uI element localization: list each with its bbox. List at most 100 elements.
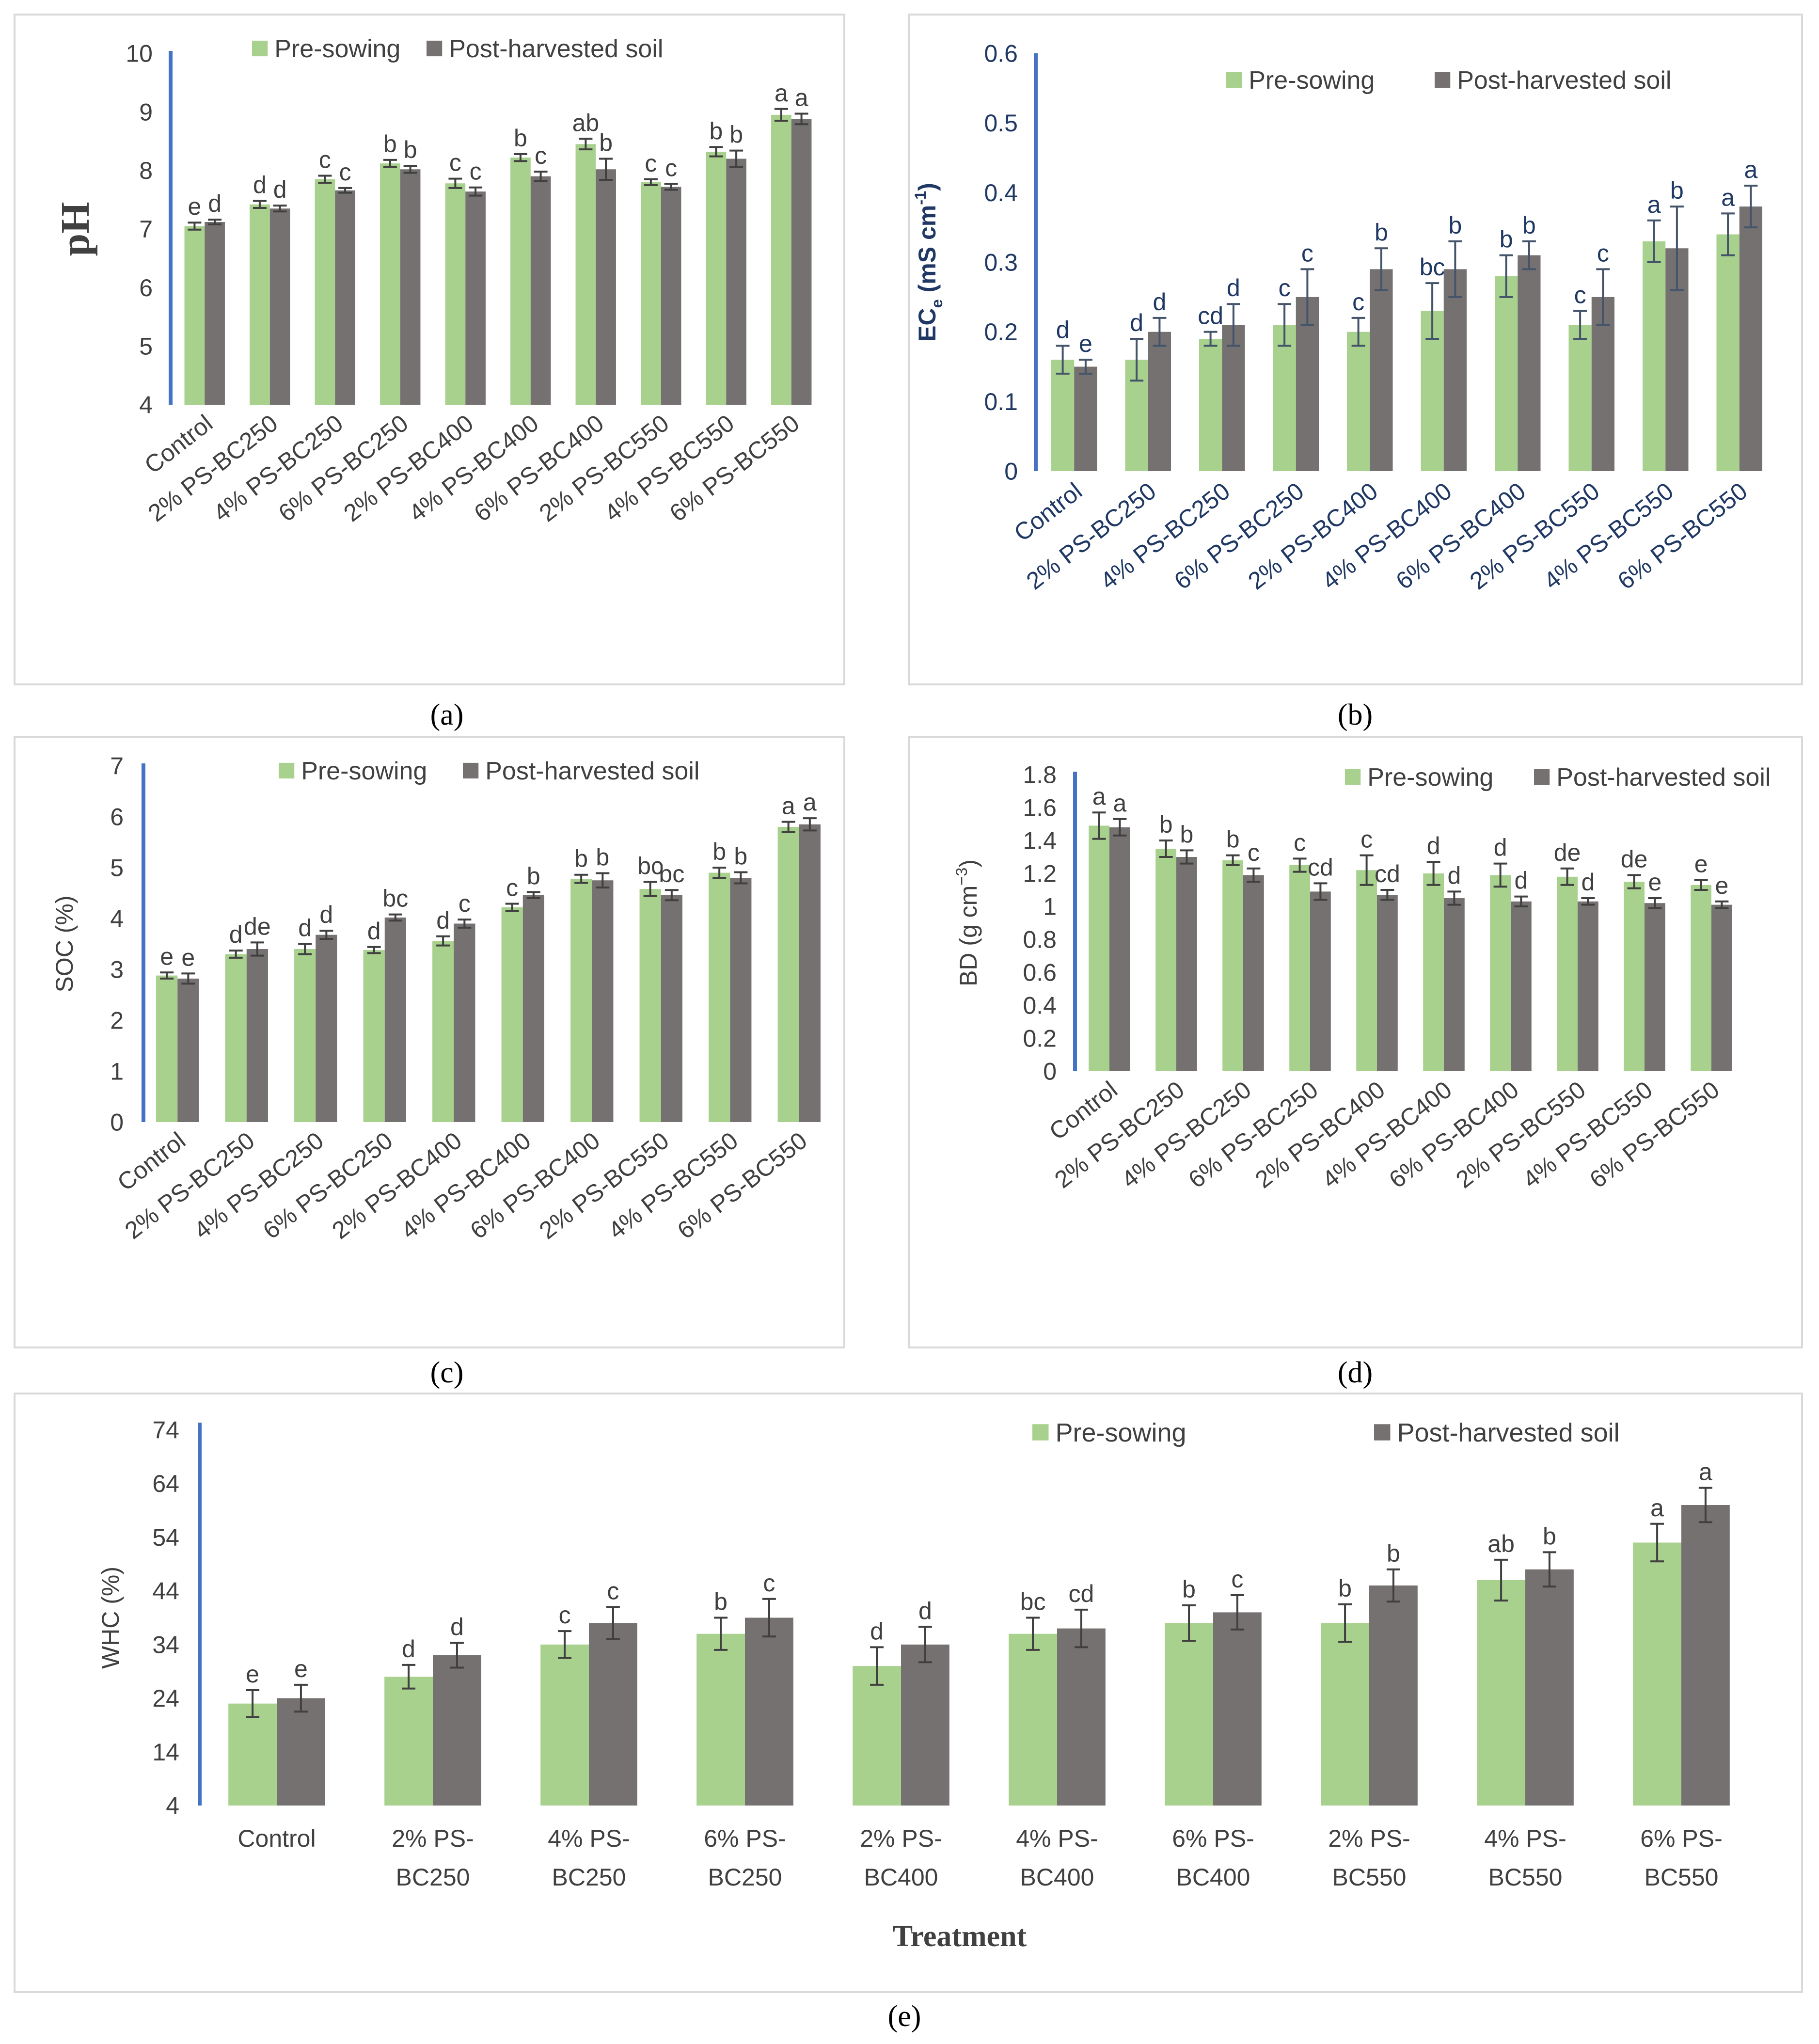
bar-pre-sowing [1165, 1623, 1213, 1806]
significance-letter: b [1375, 219, 1388, 246]
bar-pre-sowing [1691, 885, 1711, 1071]
y-tick-label: 0 [110, 1109, 124, 1136]
significance-letter: d [918, 1597, 932, 1624]
significance-letter: c [470, 158, 482, 185]
legend-label: Pre-sowing [1367, 763, 1493, 792]
y-tick-label: 0.6 [1023, 959, 1057, 986]
bar-pre-sowing [228, 1703, 277, 1806]
significance-letter: c [559, 1601, 571, 1629]
panel-caption: (e) [888, 2000, 921, 2033]
y-tick-label: 0.8 [1023, 926, 1057, 953]
bar-post-harvested [433, 1655, 481, 1806]
bar-pre-sowing [294, 949, 316, 1122]
bar-post-harvested [745, 1617, 793, 1806]
x-tick-label: Control [237, 1825, 316, 1852]
significance-letter: b [709, 117, 723, 144]
y-tick-label: 7 [110, 753, 124, 780]
bar-post-harvested [454, 923, 475, 1122]
significance-letter: d [1427, 832, 1440, 859]
bar-post-harvested [596, 169, 616, 405]
bar-post-harvested [1377, 895, 1398, 1071]
panel-caption: (c) [430, 1356, 464, 1389]
significance-letter: a [1092, 783, 1106, 810]
bar-post-harvested [1369, 1585, 1418, 1806]
bar-pre-sowing [575, 144, 596, 405]
bar-post-harvested [277, 1698, 325, 1806]
significance-letter: b [712, 838, 726, 865]
x-tick-label: 2% PS- [392, 1825, 474, 1852]
bar-pre-sowing [1423, 873, 1444, 1071]
y-tick-label: 1.4 [1023, 827, 1057, 855]
x-tick-label: 2% PS- [860, 1825, 942, 1852]
significance-letter: d [1514, 867, 1528, 894]
significance-letter: bc [382, 885, 408, 912]
legend-label: Post-harvested soil [449, 35, 663, 63]
significance-letter: c [1231, 1566, 1243, 1593]
legend-swatch-pre-sowing [1226, 72, 1242, 88]
significance-letter: b [599, 129, 613, 157]
significance-letter: cd [1069, 1580, 1094, 1607]
y-tick-label: 0.2 [984, 318, 1018, 346]
significance-letter: e [1715, 872, 1728, 899]
significance-letter: b [1159, 811, 1173, 838]
y-tick-label: 1 [1043, 893, 1057, 920]
bar-pre-sowing [1346, 332, 1370, 471]
bar-pre-sowing [501, 907, 523, 1122]
legend-swatch-pre-sowing [279, 762, 295, 779]
legend-swatch-post-harvested [1435, 72, 1451, 88]
significance-letter: a [1647, 191, 1661, 218]
bar-post-harvested [1148, 332, 1171, 471]
bar-post-harvested [1296, 297, 1319, 471]
x-tick-label: 6% PS- [1640, 1825, 1723, 1852]
y-tick-label: 1.6 [1023, 794, 1057, 822]
significance-letter: d [1130, 309, 1143, 336]
legend-label: Pre-sowing [274, 35, 400, 63]
legend-swatch-post-harvested [427, 40, 443, 57]
significance-letter: de [1621, 845, 1648, 872]
y-tick-label: 74 [152, 1417, 179, 1444]
y-tick-label: 1 [110, 1058, 124, 1085]
significance-letter: d [208, 190, 221, 217]
significance-letter: c [645, 150, 657, 177]
panel-caption: (b) [1338, 698, 1373, 731]
bar-pre-sowing [1557, 876, 1578, 1071]
bar-post-harvested [1243, 875, 1264, 1071]
significance-letter: b [1182, 1576, 1196, 1603]
bar-pre-sowing [1642, 241, 1666, 471]
significance-letter: d [1494, 834, 1507, 861]
bar-post-harvested [335, 190, 355, 405]
bar-pre-sowing [1155, 849, 1176, 1071]
legend-label: Pre-sowing [301, 757, 427, 785]
bar-post-harvested [465, 191, 486, 405]
y-tick-label: 9 [139, 98, 153, 126]
bar-post-harvested [1057, 1628, 1106, 1806]
significance-letter: a [775, 79, 788, 107]
significance-letter: de [244, 913, 271, 940]
significance-letter: b [404, 136, 417, 163]
significance-letter: d [253, 172, 267, 199]
significance-letter: a [1721, 184, 1735, 211]
bar-post-harvested [901, 1644, 949, 1806]
significance-letter: c [665, 154, 677, 181]
y-tick-label: 4 [139, 392, 153, 419]
bar-post-harvested [661, 895, 682, 1122]
y-tick-label: 2 [110, 1007, 124, 1034]
significance-letter: e [246, 1661, 259, 1688]
significance-letter: a [782, 792, 795, 820]
legend-swatch-pre-sowing [1345, 769, 1361, 785]
significance-letter: b [1670, 177, 1684, 204]
bar-post-harvested [177, 978, 199, 1122]
y-axis-label-close: ) [914, 183, 941, 191]
y-tick-label: 5 [139, 333, 153, 360]
bar-post-harvested [1074, 366, 1097, 471]
bar-post-harvested [592, 880, 614, 1122]
significance-letter: d [450, 1614, 464, 1641]
y-axis-label-main: WHC (%) [97, 1567, 124, 1669]
x-tick-label: 4% PS- [1484, 1825, 1566, 1852]
significance-letter: d [1447, 862, 1461, 889]
significance-letter: ab [1487, 1530, 1515, 1557]
y-tick-label: 0.4 [1023, 992, 1057, 1019]
significance-letter: cd [1308, 854, 1333, 881]
